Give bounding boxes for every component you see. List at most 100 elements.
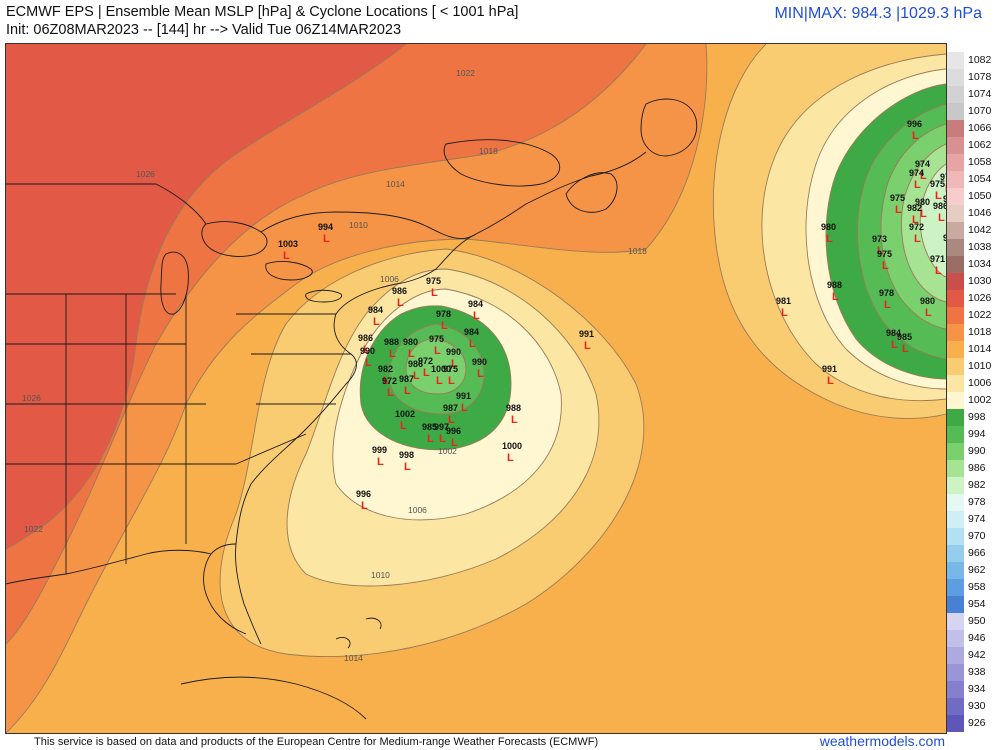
cyclone-pressure-label: 984	[886, 328, 901, 338]
low-symbol: L	[439, 433, 446, 445]
low-symbol: L	[935, 265, 942, 277]
low-symbol: L	[938, 212, 945, 224]
colorbar-swatch	[947, 545, 964, 562]
cyclone-pressure-label: 990	[446, 347, 461, 357]
colorbar-swatch	[947, 341, 964, 358]
low-symbol: L	[431, 287, 438, 299]
colorbar-label: 1058	[968, 156, 992, 168]
cyclone-pressure-label: 996	[446, 426, 461, 436]
colorbar-swatch	[947, 290, 964, 307]
isobar-label: 1018	[628, 246, 647, 256]
isobar-label: 1018	[479, 146, 498, 156]
low-symbol: L	[383, 375, 390, 387]
cyclone-pressure-label: 984	[368, 305, 383, 315]
cyclone-pressure-label: 990	[472, 357, 487, 367]
cyclone-pressure-label: 997	[434, 422, 449, 432]
cyclone-pressure-label: 984	[468, 299, 483, 309]
colorbar-swatch	[947, 154, 964, 171]
cyclone-pressure-label: 975	[943, 194, 946, 204]
map-panel[interactable]: 1022 1018 1026 1014 1010 1006 1018 1026 1002 1006…	[5, 43, 947, 734]
cyclone-pressure-label: 975	[426, 276, 441, 286]
colorbar-swatch	[947, 358, 964, 375]
coastlines	[6, 98, 698, 720]
colorbar-step: 930	[947, 698, 999, 715]
low-symbol: L	[902, 343, 909, 355]
colorbar-swatch	[947, 86, 964, 103]
low-symbol: L	[408, 348, 415, 360]
low-symbol: L	[945, 183, 946, 195]
isobar-label: 1002	[438, 446, 457, 456]
low-symbol: L	[827, 375, 834, 387]
colorbar-step: 934	[947, 681, 999, 698]
cyclone-pressure-label: 985	[422, 422, 437, 432]
colorbar-step: 1070	[947, 103, 999, 120]
map-title: ECMWF EPS | Ensemble Mean MSLP [hPa] & C…	[6, 4, 519, 20]
colorbar-swatch	[947, 171, 964, 188]
colorbar-label: 1042	[968, 224, 992, 236]
colorbar-label: 1038	[968, 241, 992, 253]
colorbar-swatch	[947, 137, 964, 154]
cyclone-pressure-label: 996	[907, 119, 922, 129]
colorbar-step: 926	[947, 715, 999, 732]
cyclone-pressure-label: 974	[915, 159, 930, 169]
cyclone-pressure-label: 991	[456, 391, 471, 401]
cyclone-pressure-label: 974	[943, 233, 946, 243]
cyclone-pressure-label: 996	[356, 489, 371, 499]
low-symbol: L	[914, 179, 921, 191]
low-symbol: L	[832, 291, 839, 303]
colorbar-label: 942	[968, 649, 986, 661]
colorbar-step: 1010	[947, 358, 999, 375]
colorbar-label: 1018	[968, 326, 992, 338]
colorbar-swatch	[947, 477, 964, 494]
colorbar-label: 1010	[968, 360, 992, 372]
colorbar-label: 998	[968, 411, 986, 423]
low-symbol: L	[283, 250, 290, 262]
colorbar-step: 958	[947, 579, 999, 596]
colorbar-label: 958	[968, 581, 986, 593]
colorbar-label: 1002	[968, 394, 992, 406]
colorbar-label: 1074	[968, 88, 992, 100]
colorbar-swatch	[947, 239, 964, 256]
cyclone-pressure-label: 971	[930, 254, 945, 264]
cyclone-pressure-label: 999	[372, 445, 387, 455]
cyclone-pressure-label: 991	[822, 364, 837, 374]
colorbar-step: 1014	[947, 341, 999, 358]
cyclone-pressure-label: 990	[360, 346, 375, 356]
colorbar-step: 1026	[947, 290, 999, 307]
colorbar-step: 1062	[947, 137, 999, 154]
low-symbol: L	[451, 437, 458, 449]
low-symbol: L	[323, 233, 330, 245]
cyclone-pressure-label: 987	[443, 403, 458, 413]
low-symbol: L	[781, 307, 788, 319]
colorbar-legend: 1082 1078 1074 1070 1066 1062 1058 1054 1050 1046…	[947, 52, 999, 732]
colorbar-label: 1070	[968, 105, 992, 117]
low-symbol: L	[404, 385, 411, 397]
cyclone-pressure-label: 982	[378, 364, 393, 374]
colorbar-swatch	[947, 188, 964, 205]
low-symbol: L	[427, 433, 434, 445]
colorbar-label: 938	[968, 666, 986, 678]
isobar-label: 1022	[24, 524, 43, 534]
colorbar-label: 966	[968, 547, 986, 559]
site-link[interactable]: weathermodels.com	[819, 733, 945, 749]
low-symbol: L	[400, 420, 407, 432]
colorbar-step: 1054	[947, 171, 999, 188]
cyclone-pressure-label: 1000	[502, 441, 522, 451]
colorbar-step: 998	[947, 409, 999, 426]
